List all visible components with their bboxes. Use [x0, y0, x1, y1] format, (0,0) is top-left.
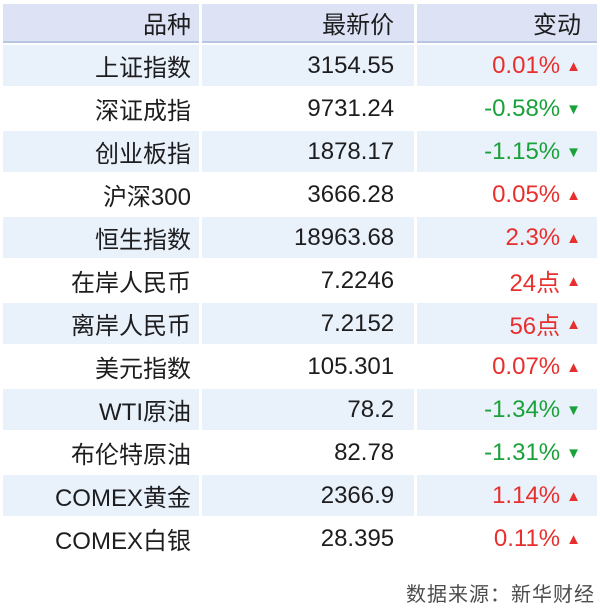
- latest-price: 3154.55: [201, 45, 415, 86]
- trend-arrow-icon: ▲: [566, 316, 581, 333]
- instrument-name: 上证指数: [3, 45, 199, 86]
- table-row: COMEX白银 28.395 0.11% ▲: [3, 518, 597, 559]
- latest-price: 18963.68: [201, 217, 415, 258]
- change-value: 0.01%: [492, 51, 561, 79]
- latest-price: 1878.17: [201, 131, 415, 172]
- table-header-row: 品种 最新价 变动: [3, 4, 597, 43]
- column-header-change: 变动: [417, 4, 597, 43]
- trend-arrow-icon: ▲: [566, 273, 581, 290]
- change-wrap: -0.58% ▼: [484, 95, 581, 123]
- change-cell: 0.11% ▲: [417, 518, 597, 559]
- column-header-latest-price: 最新价: [201, 4, 415, 43]
- trend-arrow-icon: ▲: [566, 359, 581, 376]
- change-wrap: 24点 ▲: [509, 263, 581, 298]
- trend-arrow-icon: ▼: [566, 144, 581, 161]
- change-value: -1.15%: [484, 137, 561, 165]
- change-value: -0.58%: [484, 94, 561, 122]
- trend-arrow-icon: ▼: [566, 445, 581, 462]
- change-value: 24点: [509, 270, 561, 297]
- table-row: 创业板指 1878.17 -1.15% ▼: [3, 131, 597, 172]
- change-wrap: 1.14% ▲: [492, 482, 581, 510]
- data-source-note: 数据来源：新华财经: [406, 584, 595, 606]
- trend-arrow-icon: ▲: [566, 58, 581, 75]
- trend-arrow-icon: ▼: [566, 402, 581, 419]
- change-wrap: -1.31% ▼: [484, 439, 581, 467]
- table-row: 离岸人民币 7.2152 56点 ▲: [3, 303, 597, 344]
- change-value: 0.05%: [492, 180, 561, 208]
- change-cell: 56点 ▲: [417, 303, 597, 344]
- instrument-name: 恒生指数: [3, 217, 199, 258]
- change-value: 56点: [509, 313, 561, 340]
- table-row: WTI原油 78.2 -1.34% ▼: [3, 389, 597, 430]
- trend-arrow-icon: ▲: [566, 187, 581, 204]
- change-cell: 0.07% ▲: [417, 346, 597, 387]
- change-wrap: 2.3% ▲: [505, 224, 581, 252]
- change-value: -1.34%: [484, 395, 561, 423]
- latest-price: 7.2152: [201, 303, 415, 344]
- table-row: 布伦特原油 82.78 -1.31% ▼: [3, 432, 597, 473]
- table-row: 深证成指 9731.24 -0.58% ▼: [3, 88, 597, 129]
- change-cell: 2.3% ▲: [417, 217, 597, 258]
- change-value: 0.11%: [493, 524, 561, 552]
- latest-price: 7.2246: [201, 260, 415, 301]
- table-row: COMEX黄金 2366.9 1.14% ▲: [3, 475, 597, 516]
- instrument-name: 在岸人民币: [3, 260, 199, 301]
- change-cell: -1.31% ▼: [417, 432, 597, 473]
- change-cell: 1.14% ▲: [417, 475, 597, 516]
- change-wrap: 0.01% ▲: [492, 52, 581, 80]
- column-header-variety: 品种: [3, 4, 199, 43]
- change-cell: 24点 ▲: [417, 260, 597, 301]
- change-cell: 0.01% ▲: [417, 45, 597, 86]
- latest-price: 2366.9: [201, 475, 415, 516]
- trend-arrow-icon: ▲: [566, 488, 581, 505]
- instrument-name: COMEX白银: [3, 518, 199, 559]
- table-row: 上证指数 3154.55 0.01% ▲: [3, 45, 597, 86]
- latest-price: 78.2: [201, 389, 415, 430]
- latest-price: 3666.28: [201, 174, 415, 215]
- change-cell: -1.15% ▼: [417, 131, 597, 172]
- change-cell: -1.34% ▼: [417, 389, 597, 430]
- latest-price: 82.78: [201, 432, 415, 473]
- change-value: 2.3%: [505, 223, 561, 251]
- change-wrap: 56点 ▲: [509, 306, 581, 341]
- latest-price: 9731.24: [201, 88, 415, 129]
- instrument-name: 美元指数: [3, 346, 199, 387]
- table-row: 沪深300 3666.28 0.05% ▲: [3, 174, 597, 215]
- instrument-name: 沪深300: [3, 174, 199, 215]
- instrument-name: WTI原油: [3, 389, 199, 430]
- instrument-name: COMEX黄金: [3, 475, 199, 516]
- table-row: 美元指数 105.301 0.07% ▲: [3, 346, 597, 387]
- change-wrap: -1.15% ▼: [484, 138, 581, 166]
- latest-price: 28.395: [201, 518, 415, 559]
- change-value: 1.14%: [492, 481, 561, 509]
- change-wrap: 0.05% ▲: [492, 181, 581, 209]
- trend-arrow-icon: ▼: [566, 101, 581, 118]
- trend-arrow-icon: ▲: [566, 531, 581, 548]
- change-wrap: 0.07% ▲: [492, 353, 581, 381]
- instrument-name: 布伦特原油: [3, 432, 199, 473]
- latest-price: 105.301: [201, 346, 415, 387]
- instrument-name: 离岸人民币: [3, 303, 199, 344]
- change-wrap: -1.34% ▼: [484, 396, 581, 424]
- change-cell: 0.05% ▲: [417, 174, 597, 215]
- table-row: 在岸人民币 7.2246 24点 ▲: [3, 260, 597, 301]
- change-value: -1.31%: [484, 438, 561, 466]
- change-wrap: 0.11% ▲: [494, 525, 581, 553]
- change-value: 0.07%: [492, 352, 561, 380]
- trend-arrow-icon: ▲: [566, 230, 581, 247]
- instrument-name: 深证成指: [3, 88, 199, 129]
- market-quotes-table: 品种 最新价 变动 上证指数 3154.55 0.01% ▲ 深证成指 9731.…: [0, 2, 600, 561]
- table-row: 恒生指数 18963.68 2.3% ▲: [3, 217, 597, 258]
- instrument-name: 创业板指: [3, 131, 199, 172]
- change-cell: -0.58% ▼: [417, 88, 597, 129]
